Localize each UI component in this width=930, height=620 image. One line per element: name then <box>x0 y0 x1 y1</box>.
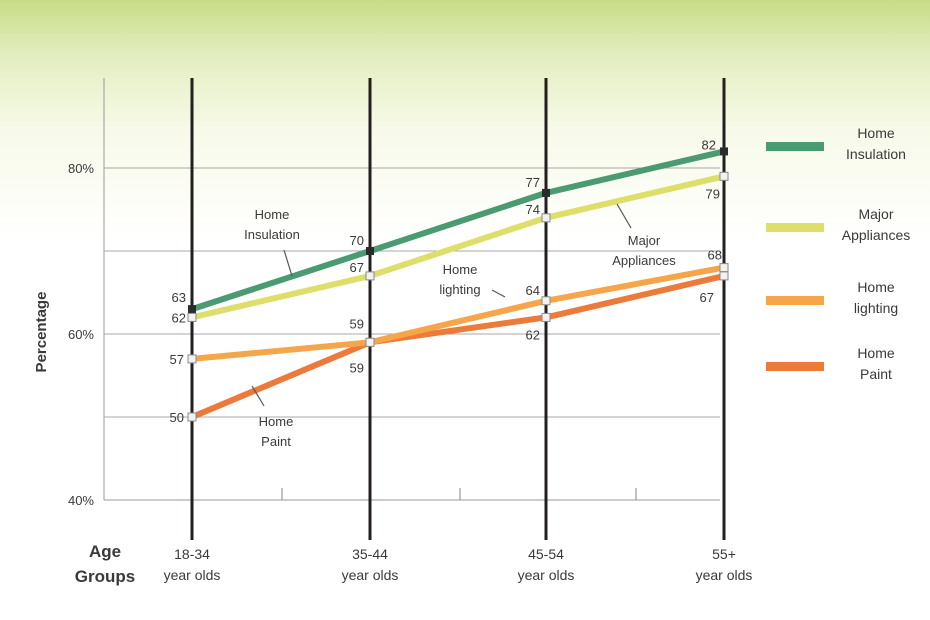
data-label-s1-1: 67 <box>350 260 364 275</box>
inline-label-line2-s3: Paint <box>261 434 291 449</box>
x-tick-label-0-line1: 18-34 <box>174 546 210 562</box>
point-s1-0 <box>187 312 197 322</box>
y-axis-label: Percentage <box>33 292 50 373</box>
data-label-s2-0: 57 <box>170 352 184 367</box>
leader-line-s0 <box>283 249 293 277</box>
data-label-s1-3: 79 <box>706 186 720 201</box>
x-tick-label-1-line2: year olds <box>342 567 399 583</box>
legend: Home Insulation Major Appliances Home lightin… <box>766 125 910 382</box>
legend-swatch-1 <box>766 223 824 232</box>
legend-label-0-line1: Home <box>857 125 895 141</box>
y-tick-label-80: 80% <box>68 161 94 176</box>
data-label-s3-3: 67 <box>700 290 714 305</box>
data-label-s2-1: 59 <box>350 316 364 331</box>
series-line-1 <box>189 173 727 321</box>
inline-label-line1-s2: Home <box>443 262 478 277</box>
inline-label-line2-s1: Appliances <box>612 253 676 268</box>
point-s1-3 <box>719 171 729 181</box>
x-tick-label-2-line1: 45-54 <box>528 546 564 562</box>
inline-series-labels: Home Insulation Major Appliances Home lightin… <box>244 203 676 449</box>
point-s3-0 <box>187 412 197 422</box>
inline-label-line1-s1: Major <box>628 233 661 248</box>
data-label-s3-0: 50 <box>170 410 184 425</box>
point-s0-0 <box>188 305 196 314</box>
minor-ticks <box>281 488 637 500</box>
legend-swatch-3 <box>766 362 824 371</box>
x-tick-labels: 18-34 year olds 35-44 year olds 45-54 year ol… <box>164 546 753 583</box>
inline-label-line1-s3: Home <box>259 414 294 429</box>
inline-label-line2-s0: Insulation <box>244 227 300 242</box>
legend-label-1-line2: Appliances <box>842 227 911 243</box>
x-tick-label-1-line1: 35-44 <box>352 546 388 562</box>
data-label-s0-2: 77 <box>526 175 540 190</box>
y-tick-label-60: 60% <box>68 327 94 342</box>
data-labels: 63 70 77 82 62 67 74 79 57 59 64 68 50 59 62 67 <box>170 137 722 425</box>
x-tick-label-3-line1: 55+ <box>712 546 736 562</box>
point-s3-2 <box>541 312 551 322</box>
series-lines <box>189 148 727 420</box>
series-line-0 <box>189 148 727 313</box>
series-line-2 <box>189 264 727 362</box>
point-s2-3 <box>719 263 729 273</box>
point-s3-3 <box>719 271 729 281</box>
point-s3-1 <box>365 337 375 347</box>
leader-line-s2 <box>491 289 506 298</box>
y-axis-label-group: Percentage <box>33 292 50 373</box>
data-label-s0-3: 82 <box>702 137 716 152</box>
data-label-s0-1: 70 <box>350 233 364 248</box>
y-tick-labels: 40% 60% 80% <box>68 161 94 508</box>
category-lines <box>190 78 726 540</box>
point-s0-3 <box>720 147 728 156</box>
leader-line-s3 <box>251 385 265 407</box>
legend-swatch-0 <box>766 142 824 151</box>
point-s2-2 <box>541 296 551 306</box>
legend-label-2-line2: lighting <box>854 300 898 316</box>
data-points <box>187 147 729 422</box>
point-s2-0 <box>187 354 197 364</box>
y-tick-label-40: 40% <box>68 493 94 508</box>
data-label-s2-2: 64 <box>526 283 540 298</box>
data-label-s2-3: 68 <box>708 248 722 263</box>
x-axis-title-group: Age Groups <box>75 542 135 586</box>
data-label-s3-2: 62 <box>526 327 540 342</box>
plot-frame <box>103 78 720 501</box>
data-label-s3-1: 59 <box>350 360 364 375</box>
leader-line-s1 <box>616 203 632 229</box>
legend-label-2-line1: Home <box>857 279 895 295</box>
point-s0-2 <box>542 188 550 197</box>
legend-label-3-line2: Paint <box>860 366 892 382</box>
legend-label-3-line1: Home <box>857 345 895 361</box>
point-s0-1 <box>366 247 374 255</box>
series-line-3 <box>189 272 727 420</box>
point-s1-1 <box>365 271 375 281</box>
x-axis-title-line2: Groups <box>75 567 135 586</box>
inline-label-line2-s2: lighting <box>439 282 480 297</box>
data-label-s0-0: 63 <box>172 290 186 305</box>
legend-swatch-2 <box>766 296 824 305</box>
data-label-s1-2: 74 <box>526 202 540 217</box>
gridlines <box>104 167 720 418</box>
x-tick-label-0-line2: year olds <box>164 567 221 583</box>
x-tick-label-3-line2: year olds <box>696 567 753 583</box>
point-s1-2 <box>541 213 551 223</box>
legend-label-1-line1: Major <box>858 206 893 222</box>
inline-label-line1-s0: Home <box>255 207 290 222</box>
x-axis-title-line1: Age <box>89 542 121 561</box>
x-tick-label-2-line2: year olds <box>518 567 575 583</box>
data-label-s1-0: 62 <box>172 310 186 325</box>
legend-label-0-line2: Insulation <box>846 146 906 162</box>
